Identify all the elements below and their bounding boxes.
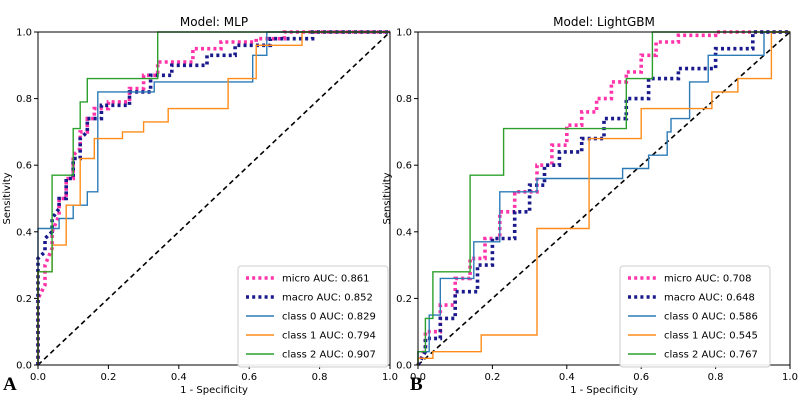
series-line-class-1-auc	[417, 31, 790, 365]
series-line-class-2-auc	[37, 31, 390, 365]
legend: micro AUC: 0.708 macro AUC: 0.648 class 0 …	[619, 265, 771, 368]
x-tick-label: 0.4	[171, 372, 187, 383]
y-tick-label: 0.0	[396, 361, 412, 372]
legend-label: macro AUC: 0.648	[664, 293, 755, 304]
axes-frame	[417, 31, 791, 366]
panel-label: B	[410, 374, 423, 395]
legend-label: class 1 AUC: 0.794	[282, 331, 376, 342]
y-tick-label: 0.6	[396, 161, 412, 172]
x-axis-label: 1 - Specificity	[180, 385, 248, 396]
chance-diagonal-line	[417, 31, 791, 366]
y-tick-label: 0.2	[396, 294, 412, 305]
axes-frame	[37, 31, 391, 366]
legend-box	[237, 265, 389, 368]
chance-diagonal-line	[37, 31, 391, 366]
chart-title: Model: MLP	[180, 15, 248, 29]
y-tick-label: 1.0	[396, 28, 412, 39]
y-tick-label: 1.0	[16, 28, 32, 39]
x-tick-label: 0.8	[312, 372, 328, 383]
legend-label: micro AUC: 0.861	[282, 274, 370, 285]
legend-label: class 2 AUC: 0.907	[282, 350, 376, 361]
legend-label: class 0 AUC: 0.586	[664, 312, 758, 323]
x-tick-label: 0.4	[559, 372, 575, 383]
roc-panel-mlp: Model: MLP 0.0 0.2 0.4 0.6 0.8 1.0 0.0 0.2 0.4 0.6…	[2, 15, 398, 396]
y-axis-label: Sensitivity	[382, 172, 393, 224]
series-line-micro-auc	[36, 30, 390, 365]
legend-box	[619, 265, 771, 368]
x-tick-label: 0.2	[484, 372, 500, 383]
series-line-macro-auc	[416, 30, 790, 366]
legend-label: macro AUC: 0.852	[282, 293, 373, 304]
y-tick-label: 0.6	[16, 161, 32, 172]
y-tick-label: 0.8	[396, 94, 412, 105]
x-tick-label: 0.0	[30, 372, 46, 383]
x-tick-label: 0.6	[241, 372, 257, 383]
y-tick-label: 0.8	[16, 94, 32, 105]
y-tick-label: 0.4	[16, 227, 32, 238]
chart-title: Model: LightGBM	[553, 15, 655, 29]
x-tick-label: 1.0	[782, 372, 798, 383]
legend-label: class 2 AUC: 0.767	[664, 350, 758, 361]
legend-label: class 1 AUC: 0.545	[664, 331, 758, 342]
panel-label: A	[3, 374, 17, 395]
x-tick-label: 1.0	[382, 372, 398, 383]
legend: micro AUC: 0.861 macro AUC: 0.852 class 0 …	[237, 265, 389, 368]
legend-label: micro AUC: 0.708	[664, 274, 752, 285]
series-line-class-2-auc	[417, 31, 790, 365]
series-line-class-1-auc	[37, 31, 390, 365]
y-tick-label: 0.2	[16, 294, 32, 305]
x-tick-label: 0.0	[410, 372, 426, 383]
y-tick-label: 0.0	[16, 361, 32, 372]
series-line-macro-auc	[36, 30, 390, 365]
x-tick-label: 0.6	[633, 372, 649, 383]
legend-label: class 0 AUC: 0.829	[282, 312, 376, 323]
y-axis-label: Sensitivity	[2, 172, 13, 224]
series-line-class-0-auc	[37, 31, 390, 365]
x-axis-label: 1 - Specificity	[570, 385, 638, 396]
x-tick-label: 0.8	[708, 372, 724, 383]
x-tick-label: 0.2	[100, 372, 116, 383]
y-tick-label: 0.4	[396, 227, 412, 238]
series-line-class-0-auc	[417, 31, 790, 365]
